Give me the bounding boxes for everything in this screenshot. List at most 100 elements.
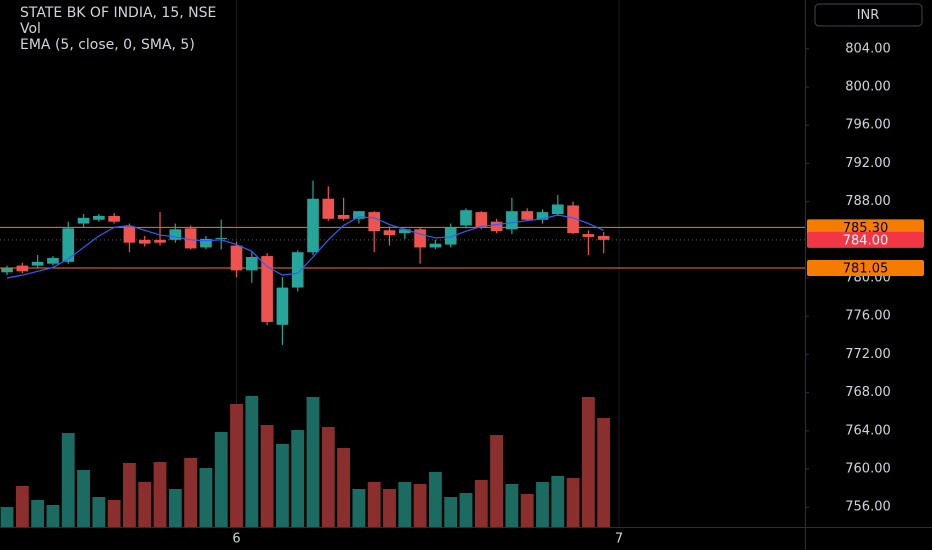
candle-body	[261, 256, 273, 322]
ema-legend: EMA (5, close, 0, SMA, 5)	[20, 37, 195, 53]
candle-body	[460, 210, 472, 226]
volume-bar	[245, 396, 259, 527]
volume-bar	[15, 486, 29, 527]
candle-body	[444, 227, 457, 245]
volume-bar	[581, 397, 595, 527]
volume-bar	[367, 482, 381, 527]
volume-bar	[566, 478, 580, 527]
y-tick-label: 788.00	[845, 194, 891, 209]
candle-body	[138, 239, 151, 244]
price-badge	[807, 231, 924, 248]
price-badge	[807, 219, 924, 236]
x-tick-label: 7	[615, 532, 623, 547]
candle-body	[551, 204, 564, 215]
volume-bar	[551, 476, 565, 527]
candle-body	[337, 214, 350, 219]
candle-body	[200, 238, 212, 248]
candle-body	[62, 228, 75, 262]
volume-bar	[168, 489, 182, 527]
y-tick-label: 760.00	[845, 462, 891, 477]
y-tick-label: 764.00	[845, 423, 891, 438]
candle-body	[567, 205, 579, 234]
candle-body	[154, 239, 166, 243]
volume-bar	[107, 500, 121, 527]
volume-bar	[184, 458, 198, 527]
y-tick-label: 772.00	[845, 347, 891, 362]
candle-body	[536, 212, 549, 220]
price-badge-label: 781.05	[843, 261, 889, 276]
y-tick-label: 776.00	[845, 309, 891, 324]
volume-legend: Vol	[20, 21, 41, 37]
candle-body	[93, 215, 105, 220]
volume-bar	[428, 472, 442, 527]
volume-bar	[398, 482, 412, 527]
volume-bar	[291, 430, 305, 527]
volume-bar	[138, 482, 152, 527]
candle-body	[383, 230, 396, 236]
x-tick-label: 6	[232, 532, 240, 547]
candle-body	[322, 198, 335, 219]
candle-body	[276, 287, 289, 325]
volume-bar	[352, 489, 366, 527]
volume-bar	[536, 482, 549, 527]
candle-body	[429, 243, 442, 248]
candle-body	[184, 228, 197, 249]
candle-body	[490, 221, 503, 232]
candle-body	[307, 198, 319, 253]
y-tick-label: 756.00	[845, 500, 891, 515]
currency-button[interactable]	[814, 3, 923, 27]
chart-title: STATE BK OF INDIA, 15, NSE	[20, 5, 216, 21]
candle-body	[398, 229, 411, 234]
volume-bar	[413, 484, 427, 527]
volume-bar	[520, 494, 534, 527]
volume-bar	[46, 505, 60, 527]
y-tick-label: 796.00	[845, 118, 891, 133]
candle-body	[16, 265, 29, 272]
volume-bar	[199, 468, 213, 527]
candle-body	[169, 229, 182, 240]
volume-bar	[122, 463, 136, 527]
volume-bar	[337, 448, 351, 527]
price-badge-label: 784.00	[843, 233, 889, 248]
candle-body	[506, 211, 518, 230]
plot-area	[0, 0, 805, 527]
candle-body	[475, 212, 488, 228]
volume-bar	[321, 427, 335, 527]
candle-body	[582, 234, 595, 237]
currency-label[interactable]: INR	[857, 8, 880, 23]
candle-body	[414, 229, 426, 248]
candle-body	[597, 235, 610, 240]
candle-body	[47, 257, 59, 264]
volume-bar	[597, 418, 611, 527]
volume-bar	[459, 493, 473, 527]
volume-bar	[230, 404, 243, 527]
candle-body	[368, 212, 381, 232]
candle-body	[245, 257, 258, 271]
y-tick-label: 768.00	[845, 385, 891, 400]
volume-bar	[214, 432, 228, 527]
candle-body	[1, 268, 13, 273]
volume-bar	[490, 435, 504, 527]
volume-bar	[77, 470, 90, 527]
volume-bar	[31, 500, 45, 527]
volume-bar	[0, 507, 14, 527]
volume-bar	[61, 433, 75, 527]
candle-body	[215, 237, 228, 239]
ema-line	[6, 214, 604, 279]
price-badge	[807, 259, 924, 276]
candle-body	[108, 215, 120, 222]
volume-bar	[306, 397, 320, 527]
y-tick-label: 800.00	[845, 80, 891, 95]
volume-bar	[92, 497, 106, 527]
candle-body	[31, 261, 44, 266]
candle-body	[353, 211, 365, 219]
candle-body	[291, 252, 304, 288]
volume-bar	[444, 497, 458, 527]
volume-bar	[474, 480, 488, 527]
volume-bar	[275, 444, 289, 527]
y-tick-label: 792.00	[845, 156, 891, 171]
candle-body	[123, 226, 136, 243]
